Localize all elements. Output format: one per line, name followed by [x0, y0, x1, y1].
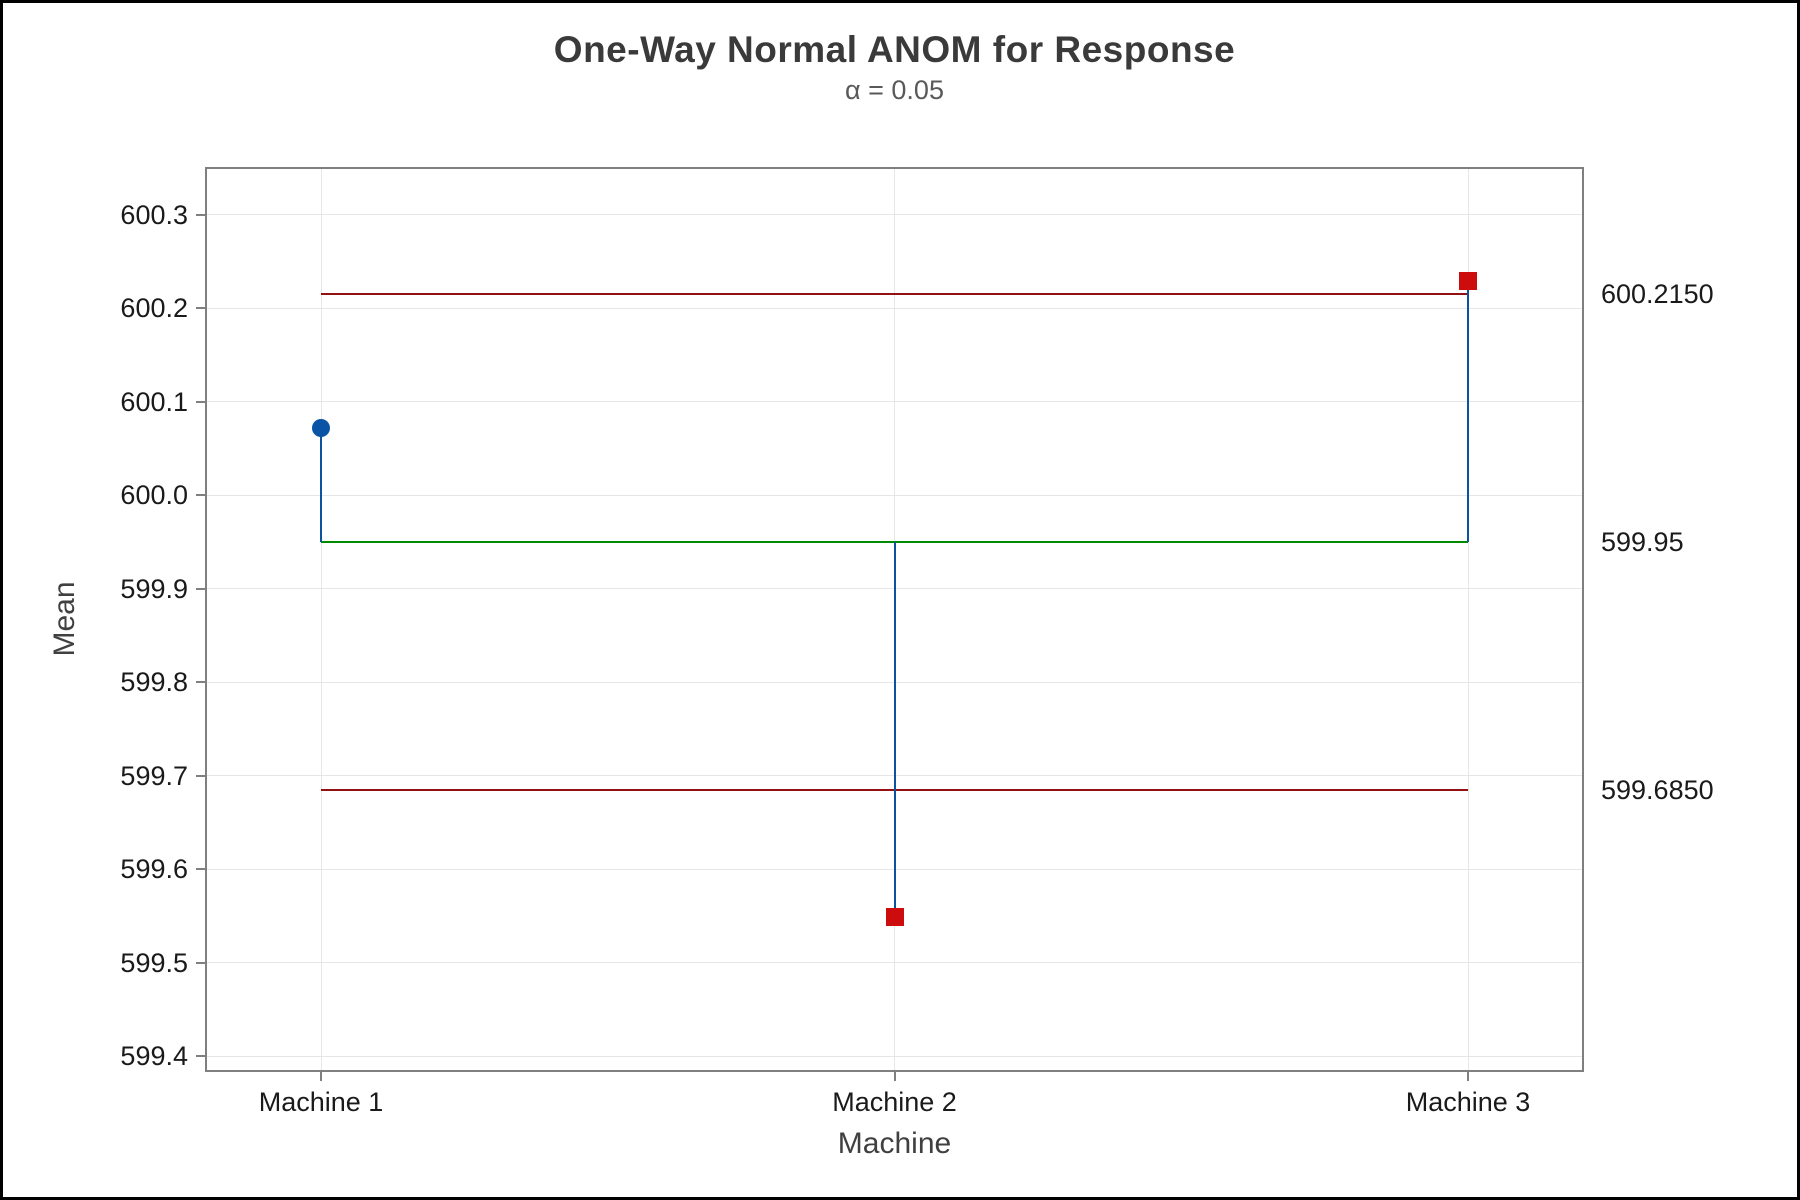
- y-axis-tick: [196, 494, 206, 497]
- y-axis-tick: [196, 1055, 206, 1058]
- y-axis-tick: [196, 307, 206, 310]
- y-axis-tick: [196, 213, 206, 216]
- x-axis-title: Machine: [837, 1127, 952, 1160]
- y-axis-tick-label: 599.9: [120, 573, 188, 604]
- vertical-gridline: [320, 168, 322, 1071]
- vertical-gridline: [1467, 168, 1469, 1071]
- y-axis-tick-label: 600.3: [120, 199, 188, 230]
- y-axis-tick-label: 599.4: [120, 1041, 188, 1072]
- y-axis-tick-label: 600.0: [120, 480, 188, 511]
- y-axis-tick: [196, 868, 206, 871]
- y-axis-tick-label: 600.1: [120, 386, 188, 417]
- connector-line-2: [893, 541, 896, 917]
- in-control-point-1: [312, 418, 330, 437]
- y-axis-tick-label: 599.7: [120, 760, 188, 791]
- chart-subtitle: α = 0.05: [845, 75, 944, 105]
- y-axis-tick-label: 600.2: [120, 293, 188, 324]
- plot-area-border: [205, 167, 1584, 1072]
- y-axis-tick-label: 599.5: [120, 947, 188, 978]
- y-axis-tick: [196, 400, 206, 403]
- x-axis-tick-label: Machine 2: [832, 1087, 957, 1117]
- upper-decision-limit-line-label: 600.2150: [1601, 279, 1714, 310]
- center-line-label: 599.95: [1601, 526, 1684, 557]
- y-axis-tick: [196, 961, 206, 964]
- y-axis-tick: [196, 681, 206, 684]
- x-axis-tick-label: Machine 3: [1405, 1087, 1531, 1117]
- y-axis-tick-label: 599.8: [120, 667, 188, 698]
- connector-line-1: [320, 427, 322, 542]
- y-axis-tick: [196, 587, 206, 590]
- chart-title: One-Way Normal ANOM for Response: [553, 29, 1236, 70]
- y-axis-tick-label: 599.6: [120, 854, 188, 885]
- upper-decision-limit-line: [321, 293, 1468, 296]
- x-axis-tick: [893, 1071, 896, 1081]
- out-of-control-point-3: [1459, 272, 1477, 291]
- y-axis-tick: [196, 774, 206, 777]
- x-axis-tick: [320, 1071, 322, 1081]
- connector-line-3: [1467, 281, 1469, 542]
- x-axis-tick-label: Machine 1: [258, 1087, 384, 1117]
- lower-decision-limit-line-label: 599.6850: [1601, 774, 1714, 805]
- x-axis-tick: [1467, 1071, 1469, 1081]
- out-of-control-point-2: [885, 907, 904, 926]
